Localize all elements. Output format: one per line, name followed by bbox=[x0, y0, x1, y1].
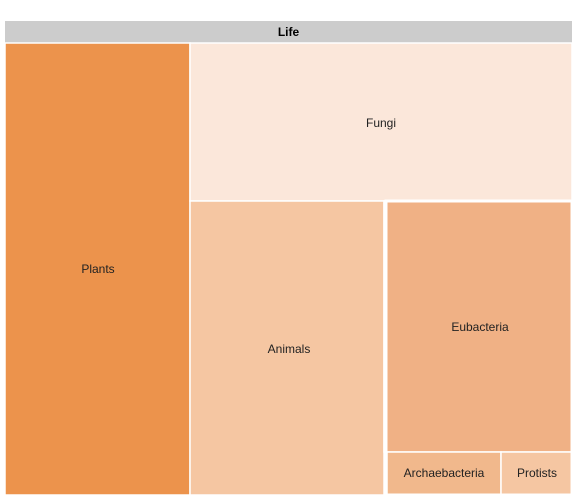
treemap-header[interactable] bbox=[5, 21, 572, 43]
treemap-cell-protists[interactable] bbox=[500, 451, 573, 496]
treemap-label-animals: Animals bbox=[268, 342, 311, 356]
treemap-cell-eubacteria[interactable] bbox=[383, 200, 573, 453]
treemap-label-eubacteria: Eubacteria bbox=[451, 320, 509, 334]
treemap-label-plants: Plants bbox=[81, 262, 114, 276]
treemap-label-archaebacteria: Archaebacteria bbox=[404, 466, 485, 480]
treemap-label-fungi: Fungi bbox=[366, 116, 396, 130]
treemap-label-protists: Protists bbox=[517, 466, 557, 480]
treemap-title: Life bbox=[278, 25, 300, 39]
treemap-group-border bbox=[384, 199, 574, 497]
